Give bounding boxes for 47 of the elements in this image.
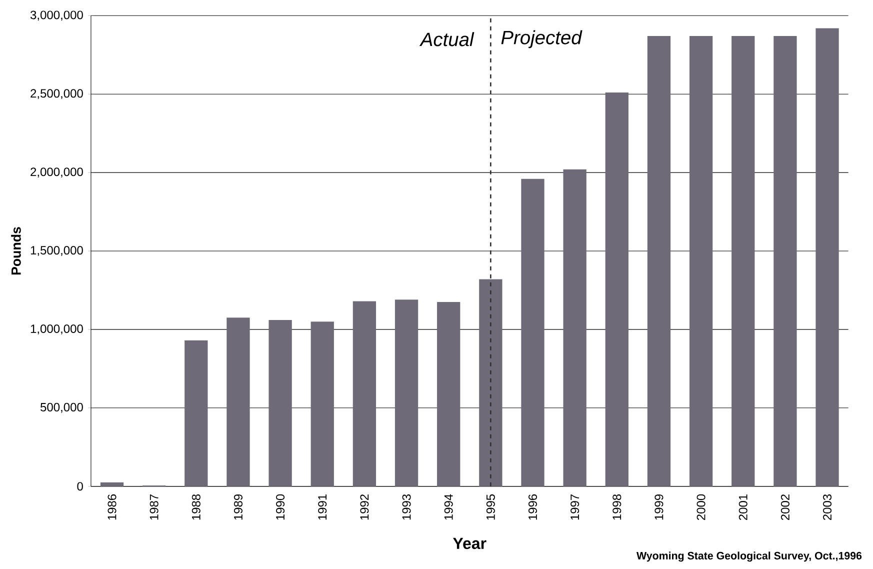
bar [521,178,544,486]
annotation: Projected [501,30,582,48]
y-tick-label: 3,000,000 [30,10,83,21]
bar [774,36,797,486]
y-axis-title: Pounds [11,227,21,275]
bar [605,92,628,486]
y-tick-label: 0 [77,482,83,491]
bar [310,322,334,486]
x-tick-label: 1995 [486,494,495,520]
x-tick-label: 1996 [528,494,538,520]
x-tick-label: 1989 [234,494,242,520]
bar [437,302,460,486]
x-tick-label: 1988 [192,494,200,520]
bar [268,320,292,486]
y-tick-label: 2,500,000 [30,89,83,100]
x-tick-label: 2000 [696,494,706,520]
x-tick-label: 1987 [150,494,158,520]
x-tick-label: 1991 [318,494,327,520]
x-tick-label: 1997 [570,494,580,520]
x-tick-label: 2002 [780,494,790,520]
x-tick-label: 1986 [108,494,116,520]
y-tick-label: 1,500,000 [30,246,83,256]
bar [352,301,376,486]
text: Wyoming State Geological Survey, Oct.,1996 [636,552,862,562]
bar [479,279,502,486]
y-tick-label: 500,000 [40,402,83,413]
bar [226,318,250,486]
x-tick-label: 1998 [612,494,622,520]
annotation: Actual [419,32,474,46]
bar [732,36,755,486]
bar [647,36,671,486]
y-tick-label: 1,000,000 [30,324,83,334]
bar [184,340,208,486]
x-tick-label: 2001 [738,494,748,520]
bar [394,300,418,486]
bar [689,36,713,486]
bar [100,482,124,486]
x-axis-title: Year [453,538,486,550]
y-tick-label: 2,000,000 [30,168,83,178]
x-tick-label: 2003 [823,494,832,520]
x-tick-label: 1994 [444,494,453,520]
x-tick-label: 1990 [276,494,285,520]
x-tick-label: 1992 [360,494,369,520]
bar [563,169,586,486]
bar [816,28,839,486]
x-tick-label: 1999 [654,494,664,520]
x-tick-label: 1993 [402,494,411,520]
